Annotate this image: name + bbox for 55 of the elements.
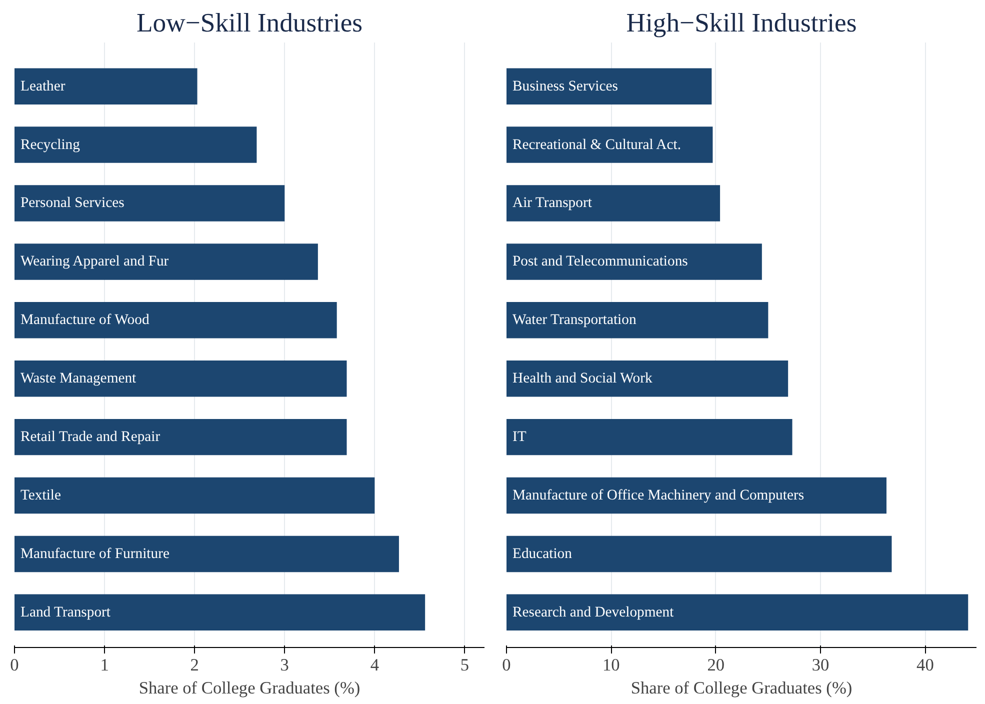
y-tick-label: Recycling	[20, 136, 81, 153]
y-tick-label: Education	[512, 546, 573, 562]
x-tick-label: 2	[190, 656, 199, 674]
y-tick-label: Manufacture of Wood	[20, 312, 150, 328]
y-tick-label: Research and Development	[512, 604, 674, 620]
x-tick-label: 4	[370, 656, 380, 674]
y-tick-label: Leather	[20, 78, 66, 94]
y-tick-label: Personal Services	[20, 195, 125, 212]
y-tick-label: Business Services	[512, 78, 618, 94]
chart-title: Low−Skill Industries	[136, 8, 363, 38]
x-tick-label: 10	[602, 656, 620, 674]
y-tick-label: Retail Trade and Repair	[20, 429, 160, 446]
bar	[506, 185, 720, 222]
bar	[14, 126, 257, 163]
x-tick-label: 0	[502, 656, 511, 674]
bar	[506, 594, 968, 631]
x-axis-title: Share of College Graduates (%)	[630, 678, 852, 698]
bar	[506, 477, 886, 514]
y-tick-label: Water Transportation	[512, 312, 637, 328]
bar	[14, 68, 198, 104]
y-tick-label: Health and Social Work	[512, 370, 653, 387]
bar	[14, 477, 375, 514]
bar	[14, 360, 347, 397]
y-tick-label: Manufacture of Office Machinery and Computers	[512, 488, 804, 504]
bar	[506, 536, 892, 572]
y-tick-label: Air Transport	[512, 195, 592, 212]
y-tick-label: Wearing Apparel and Fur	[20, 254, 169, 270]
y-tick-label: IT	[512, 429, 526, 446]
x-tick-label: 1	[100, 656, 109, 674]
y-tick-label: Manufacture of Furniture	[20, 546, 170, 562]
bar	[14, 536, 399, 572]
x-tick-label: 30	[812, 656, 830, 674]
x-tick-label: 20	[707, 656, 725, 674]
y-tick-label: Land Transport	[20, 604, 110, 620]
bar	[506, 418, 792, 456]
x-tick-label: 5	[460, 656, 470, 674]
bar	[14, 302, 337, 338]
chart-title: High−Skill Industries	[626, 8, 857, 38]
y-tick-label: Recreational & Cultural Act.	[512, 136, 681, 153]
bar	[14, 418, 347, 456]
x-tick-label: 3	[280, 656, 289, 674]
y-tick-label: Textile	[20, 488, 61, 504]
bar	[506, 302, 768, 338]
bar	[14, 594, 426, 631]
y-tick-label: Waste Management	[20, 370, 136, 387]
bar	[14, 185, 285, 222]
bar	[506, 126, 713, 163]
x-tick-label: 40	[916, 656, 934, 674]
bar	[14, 244, 318, 280]
bar	[506, 68, 712, 104]
bar	[506, 360, 788, 397]
x-tick-label: 0	[10, 656, 19, 674]
y-tick-label: Post and Telecommunications	[512, 254, 688, 270]
x-axis-title: Share of College Graduates (%)	[138, 678, 360, 698]
bar	[506, 244, 762, 280]
